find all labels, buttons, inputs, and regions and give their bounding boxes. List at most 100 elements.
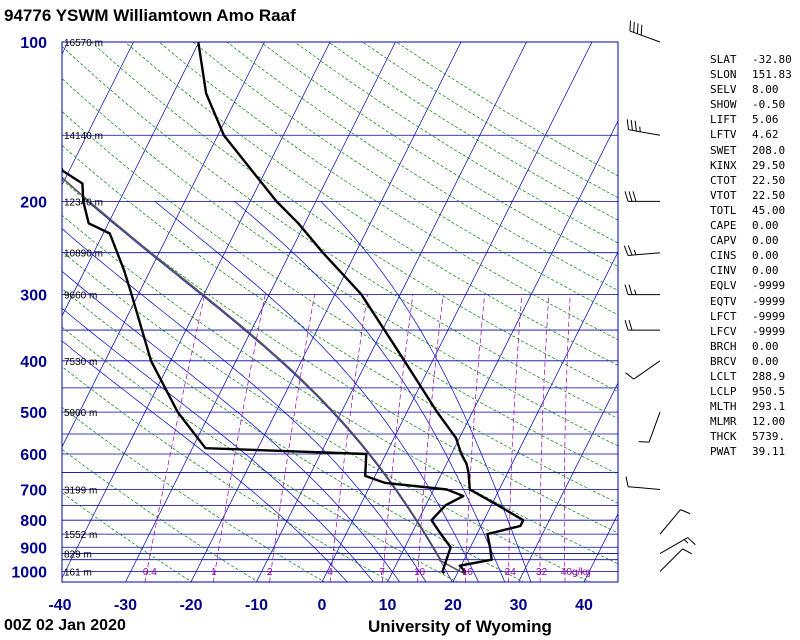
index-row: KINX 29.50 <box>710 158 792 173</box>
plot-frame <box>61 41 619 583</box>
index-value: -0.50 <box>752 98 786 112</box>
moist-adiabat-line <box>62 270 401 582</box>
height-label: 7530 m <box>64 357 97 368</box>
moist-adiabat-line <box>62 340 348 582</box>
index-name: SLAT <box>710 53 737 66</box>
index-name: SLON <box>710 68 737 82</box>
moist-adiabat-line <box>62 307 374 582</box>
index-row: TOTL 45.00 <box>710 203 792 218</box>
index-value: 288.9 <box>752 369 786 383</box>
mixing-ratio-label: 16 <box>462 567 474 578</box>
height-label: 16570 m <box>64 38 103 49</box>
mixing-ratio-label: 40g/kg <box>561 567 591 578</box>
pressure-tick-label: 300 <box>20 288 47 305</box>
mixing-ratio-label: 32 <box>536 567 548 578</box>
index-name: KINX <box>710 158 737 172</box>
wind-barb-icon <box>624 191 660 202</box>
mixing-ratio-line <box>416 294 444 582</box>
height-label: 9660 m <box>64 291 97 302</box>
index-name: LFCV <box>710 324 737 338</box>
pressure-tick-label: 500 <box>20 405 47 422</box>
index-value: 39.11 <box>752 445 786 459</box>
temperature-tick-label: 10 <box>379 597 397 614</box>
index-name: SWET <box>710 143 737 157</box>
pressure-tick-label: 200 <box>20 194 47 211</box>
index-row: BRCH 0.00 <box>710 339 792 354</box>
index-value: 0.00 <box>752 339 779 353</box>
dry-adiabat-line <box>62 251 591 582</box>
index-value: 22.50 <box>752 173 786 187</box>
dry-adiabat-line <box>226 42 618 291</box>
index-name: MLMR <box>710 415 737 429</box>
index-row: THCK 5739. <box>710 429 792 444</box>
dry-adiabat-line <box>124 42 618 366</box>
index-value: 5.06 <box>752 113 779 127</box>
isotherm-line <box>387 120 618 582</box>
isotherm-line <box>62 42 134 186</box>
wind-barb-icon <box>623 245 661 256</box>
index-row: LCLT 288.9 <box>710 369 792 384</box>
dry-adiabat-line <box>62 111 618 475</box>
index-row: LFCT -9999 <box>710 309 792 324</box>
index-row: EQLV -9999 <box>710 278 792 293</box>
index-value: -9999 <box>752 279 786 293</box>
index-value: 151.83 <box>752 68 792 82</box>
index-name: SHOW <box>710 98 737 112</box>
index-row: LCLP 950.5 <box>710 384 792 399</box>
index-value: 5739. <box>752 430 786 444</box>
height-label: 14140 m <box>64 131 103 142</box>
mixing-ratio-line <box>563 294 571 582</box>
pressure-tick-label: 700 <box>20 482 47 499</box>
moist-adiabat-line <box>87 201 453 582</box>
index-row: CINS 0.00 <box>710 248 792 263</box>
index-name: CINS <box>710 249 737 263</box>
dry-adiabat-line <box>62 366 392 582</box>
index-value: -32.80 <box>752 53 792 66</box>
dry-adiabat-line <box>62 144 618 504</box>
index-name: MLTH <box>710 400 737 414</box>
dry-adiabat-line <box>62 179 618 534</box>
pressure-tick-label: 800 <box>20 513 47 530</box>
temperature-tick-label: 0 <box>318 597 327 614</box>
index-name: CTOT <box>710 173 737 187</box>
dry-adiabat-line <box>158 42 618 341</box>
dry-adiabat-line <box>62 288 525 582</box>
index-row: BRCV 0.00 <box>710 354 792 369</box>
index-row: PWAT 39.11 <box>710 444 792 459</box>
index-value: 8.00 <box>752 83 779 97</box>
index-name: LCLT <box>710 369 737 383</box>
moist-adiabat-line <box>154 201 479 582</box>
index-row: SWET 208.0 <box>710 143 792 158</box>
isotherm-line <box>125 42 396 582</box>
mixing-ratio-label: 2 <box>267 567 273 578</box>
parcel-path-line <box>62 176 465 575</box>
wind-barb-icon <box>624 319 660 331</box>
isotherm-line <box>62 42 265 448</box>
index-name: CAPV <box>710 234 737 248</box>
index-row: EQTV -9999 <box>710 294 792 309</box>
height-label: 3199 m <box>64 485 97 496</box>
index-row: CINV 0.00 <box>710 263 792 278</box>
dewpoint-profile-line <box>62 166 465 575</box>
temperature-tick-label: -30 <box>114 597 137 614</box>
dry-adiabat-line <box>62 45 618 419</box>
temperature-profile-line <box>197 42 525 574</box>
isotherm-line <box>62 42 200 317</box>
wind-barb-icon <box>638 411 661 443</box>
chart-title: 94776 YSWM Williamtown Amo Raaf <box>4 6 296 25</box>
dry-adiabat-line <box>62 448 259 582</box>
dry-adiabat-line <box>62 406 326 582</box>
height-label: 1552 m <box>64 530 97 541</box>
temperature-tick-label: 20 <box>444 597 462 614</box>
index-value: -9999 <box>752 324 786 338</box>
index-row: SLON 151.83 <box>710 67 792 82</box>
index-value: -9999 <box>752 294 786 308</box>
index-value: 950.5 <box>752 385 786 399</box>
height-label: 12340 m <box>64 197 103 208</box>
observation-date: 00Z 02 Jan 2020 <box>4 617 126 634</box>
dry-adiabat-line <box>90 42 618 392</box>
index-row: LFCV -9999 <box>710 324 792 339</box>
index-name: EQTV <box>710 294 737 308</box>
index-name: BRCV <box>710 354 737 368</box>
